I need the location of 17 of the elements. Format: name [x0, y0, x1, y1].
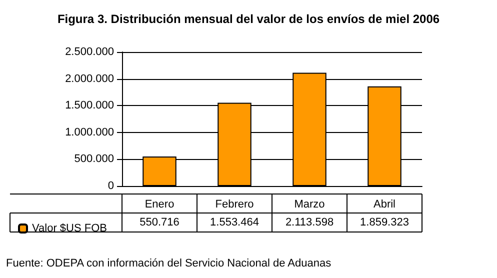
x-tick-label: Febrero: [215, 198, 254, 210]
x-tick-label: Abril: [373, 198, 396, 210]
y-tick-label: 2.000.000: [65, 72, 114, 85]
data-label: 550.716: [140, 216, 180, 228]
chart-title: Figura 3. Distribución mensual del valor de los envíos de miel 2006: [57, 12, 440, 26]
source-note: Fuente: ODEPA con información del Servicio Nacional de Aduanas: [6, 258, 332, 270]
x-tick-label: Marzo: [294, 198, 325, 210]
x-tick-label: Enero: [144, 198, 174, 210]
y-tick-label: 0: [108, 180, 114, 192]
y-tick-label: 2.500.000: [65, 46, 114, 58]
y-tick-label: 1.000.000: [65, 126, 114, 138]
data-label: 1.859.323: [360, 216, 409, 228]
y-tick-label: 1.500.000: [65, 100, 114, 112]
data-label: 1.553.464: [210, 216, 259, 228]
y-tick-label: 500.000: [74, 153, 114, 166]
legend-label: Valor $US FOB: [32, 222, 107, 234]
data-label: 2.113.598: [285, 216, 334, 228]
